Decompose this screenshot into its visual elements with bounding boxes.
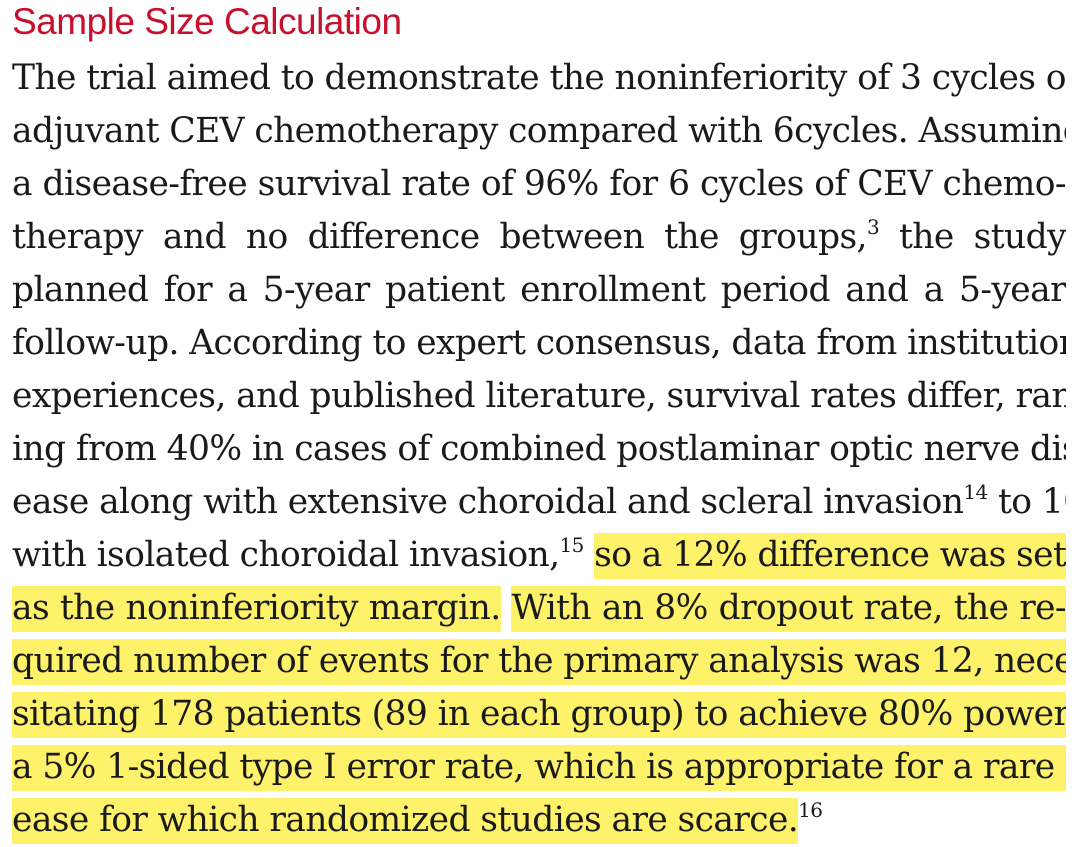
paragraph: The trial aimed to demonstrate the nonin…: [12, 52, 1066, 847]
text-run: the study: [879, 217, 1066, 257]
paragraph-line: planned for a 5-year patient enrollment …: [12, 264, 1066, 317]
citation-superscript: 16: [798, 798, 823, 822]
highlighted-text: a 5% 1-sided type I error rate, which is…: [12, 745, 1066, 791]
paragraph-line: follow-up. According to expert consensus…: [12, 317, 1066, 370]
paragraph-line: therapy and no difference between the gr…: [12, 211, 1066, 264]
article-section: Sample Size Calculation The trial aimed …: [12, 0, 1066, 847]
text-run: with isolated choroidal invasion,: [12, 535, 560, 575]
text-run: a disease-free survival rate of 96% for …: [12, 164, 1066, 204]
highlighted-text: sitating 178 patients (89 in each group)…: [12, 692, 1066, 738]
highlighted-text: quired number of events for the primary …: [12, 639, 1066, 685]
text-run: [584, 535, 594, 575]
text-run: follow-up. According to expert consensus…: [12, 323, 1066, 363]
paragraph-line: with isolated choroidal invasion,15 so a…: [12, 529, 1066, 582]
paragraph-line: experiences, and published literature, s…: [12, 370, 1066, 423]
paragraph-line: ease for which randomized studies are sc…: [12, 794, 1066, 847]
paragraph-line: a disease-free survival rate of 96% for …: [12, 158, 1066, 211]
highlighted-text: With an 8% dropout rate, the re-: [511, 586, 1066, 632]
text-run: ing from 40% in cases of combined postla…: [12, 429, 1066, 469]
text-run: ease along with extensive choroidal and …: [12, 482, 964, 522]
highlighted-text: so a 12% difference was set: [594, 533, 1066, 579]
paragraph-line: a 5% 1-sided type I error rate, which is…: [12, 741, 1066, 794]
text-run: therapy and no difference between the gr…: [12, 217, 868, 257]
text-run: adjuvant CEV chemotherapy compared with …: [12, 111, 1066, 151]
section-heading: Sample Size Calculation: [12, 1, 402, 42]
text-run: to 100%: [998, 482, 1066, 522]
citation-superscript: 14: [963, 480, 988, 504]
paragraph-line: ing from 40% in cases of combined postla…: [12, 423, 1066, 476]
paragraph-line: The trial aimed to demonstrate the nonin…: [12, 52, 1066, 105]
paragraph-line: as the noninferiority margin. With an 8%…: [12, 582, 1066, 635]
paragraph-line: sitating 178 patients (89 in each group)…: [12, 688, 1066, 741]
text-run: planned for a 5-year patient enrollment …: [12, 270, 1066, 310]
paragraph-line: adjuvant CEV chemotherapy compared with …: [12, 105, 1066, 158]
highlighted-text: as the noninferiority margin.: [12, 586, 501, 632]
text-run: [501, 588, 512, 628]
citation-superscript: 3: [866, 215, 880, 239]
paragraph-line: quired number of events for the primary …: [12, 635, 1066, 688]
text-run: experiences, and published literature, s…: [12, 376, 1066, 416]
highlighted-text: ease for which randomized studies are sc…: [12, 798, 799, 844]
text-run: The trial aimed to demonstrate the nonin…: [12, 58, 1066, 98]
paragraph-line: ease along with extensive choroidal and …: [12, 476, 1066, 529]
citation-superscript: 15: [559, 533, 585, 557]
